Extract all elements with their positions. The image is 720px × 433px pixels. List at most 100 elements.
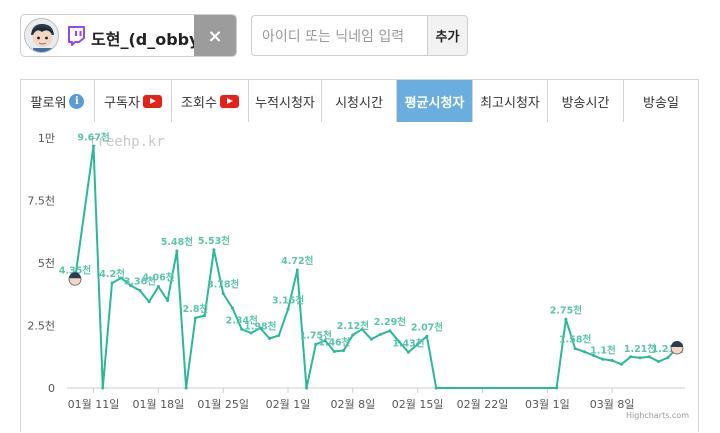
stats-panel: 팔로워 i 구독자 조회수 누적시청자 시청시간 평균시청자 최고시청자 방송시… <box>20 79 699 432</box>
youtube-icon <box>219 94 239 108</box>
tab-cumulative-viewers[interactable]: 누적시청자 <box>249 80 322 122</box>
data-point <box>434 386 438 390</box>
data-point <box>388 329 392 333</box>
data-label: 1.46천 <box>318 338 350 349</box>
tab-broadcast-time[interactable]: 방송시간 <box>548 80 624 122</box>
data-label: 1.21천 <box>624 344 656 355</box>
data-point <box>277 334 281 337</box>
data-point <box>425 334 429 338</box>
y-tick-label: 7.5천 <box>27 194 55 208</box>
data-point <box>369 337 373 341</box>
tab-label: 최고시청자 <box>480 95 540 111</box>
data-point <box>295 268 299 272</box>
tab-label: 방송시간 <box>561 95 610 111</box>
data-label: 3.36천 <box>124 277 156 288</box>
selected-channel-chip[interactable]: 도현_(d_obby) × <box>20 14 237 57</box>
tab-broadcast-days[interactable]: 방송일 <box>624 80 698 122</box>
data-point <box>193 316 197 320</box>
data-label: 1.21천 <box>652 344 684 355</box>
data-point <box>610 359 614 362</box>
avatar-icon <box>670 341 684 355</box>
data-point <box>258 326 262 330</box>
data-point <box>230 306 234 310</box>
tab-average-viewers[interactable]: 평균시청자 <box>397 80 473 122</box>
data-point <box>406 350 410 354</box>
x-tick-label: 02월 1일 <box>266 397 311 411</box>
data-label: 1.43천 <box>392 338 424 349</box>
data-label: 1.1천 <box>590 345 616 356</box>
channel-avatar <box>24 18 59 53</box>
data-point <box>175 249 179 253</box>
data-point <box>203 314 207 317</box>
tab-label: 구독자 <box>104 95 140 111</box>
twitch-icon <box>67 26 86 46</box>
y-tick-label: 2.5천 <box>27 319 55 333</box>
data-point <box>249 331 253 335</box>
data-point <box>240 327 244 331</box>
data-point <box>582 350 586 354</box>
add-channel-button[interactable]: 추가 <box>427 15 468 56</box>
tab-watch-time[interactable]: 시청시간 <box>322 80 397 122</box>
info-icon[interactable]: i <box>69 93 85 109</box>
data-label: 4.72천 <box>281 256 313 267</box>
metric-tabs: 팔로워 i 구독자 조회수 누적시청자 시청시간 평균시청자 최고시청자 방송시… <box>21 80 698 122</box>
data-point <box>416 342 420 346</box>
data-label: 3.78천 <box>207 280 239 291</box>
data-label: 2.29천 <box>374 317 406 328</box>
youtube-icon <box>142 94 162 108</box>
data-point <box>351 333 355 337</box>
data-point <box>564 317 568 321</box>
tab-peak-viewers[interactable]: 최고시청자 <box>473 80 548 122</box>
tab-label: 누적시청자 <box>255 95 315 111</box>
channel-name: 도현_(d_obby) <box>91 30 207 49</box>
data-point <box>147 300 151 304</box>
channel-search-input[interactable]: 아이디 또는 닉네임 입력 <box>251 15 427 56</box>
data-label: 2.07천 <box>411 322 443 333</box>
data-point <box>592 354 596 357</box>
data-point <box>342 349 346 352</box>
data-point <box>129 284 133 287</box>
tab-views[interactable]: 조회수 <box>172 80 249 122</box>
data-label: 5.53천 <box>198 236 230 247</box>
channel-selector-bar: 도현_(d_obby) × 아이디 또는 닉네임 입력 추가 <box>0 0 720 70</box>
data-point <box>92 144 96 148</box>
data-label: 4.35천 <box>59 265 91 276</box>
tab-label: 평균시청자 <box>404 95 465 111</box>
y-tick-label: 0 <box>48 382 55 395</box>
y-tick-label: 1만 <box>38 132 55 145</box>
data-point <box>184 386 188 390</box>
highcharts-credit[interactable]: Highcharts.com <box>626 411 689 420</box>
tab-label: 시청시간 <box>335 95 383 111</box>
data-point <box>323 339 327 342</box>
x-tick-label: 02월 8일 <box>330 397 375 411</box>
data-point <box>110 281 114 285</box>
data-point <box>212 248 216 252</box>
data-label: 2.75천 <box>550 305 582 316</box>
x-tick-label: 01월 11일 <box>68 397 120 411</box>
data-point <box>360 327 364 331</box>
data-point <box>379 332 383 336</box>
data-label: 2.34천 <box>226 315 258 326</box>
data-point <box>656 360 660 363</box>
data-point <box>619 362 623 366</box>
data-label: 9.67천 <box>77 132 109 143</box>
tab-followers[interactable]: 팔로워 i <box>21 80 95 122</box>
data-point <box>221 292 225 295</box>
watermark: treehp.kr <box>89 134 165 150</box>
data-point <box>119 276 123 280</box>
series-line <box>74 145 678 389</box>
data-label: 3.15천 <box>272 295 304 306</box>
data-point <box>314 342 318 346</box>
tab-subscribers[interactable]: 구독자 <box>95 80 172 122</box>
data-point <box>573 347 577 350</box>
x-tick-label: 03월 8일 <box>590 397 635 411</box>
average-viewers-chart: treehp.kr 0 2.5천 5천 7.5천 1만 01월 11일 01월 18일 01… <box>27 132 689 420</box>
x-tick-label: 03월 1일 <box>525 397 570 411</box>
avatar-hair <box>671 341 683 347</box>
data-point <box>638 356 642 360</box>
data-point <box>166 299 170 302</box>
avatar-icon <box>68 272 82 286</box>
remove-channel-button[interactable]: × <box>194 15 236 56</box>
data-label: 2.8천 <box>183 304 209 315</box>
tab-label: 조회수 <box>181 95 217 111</box>
